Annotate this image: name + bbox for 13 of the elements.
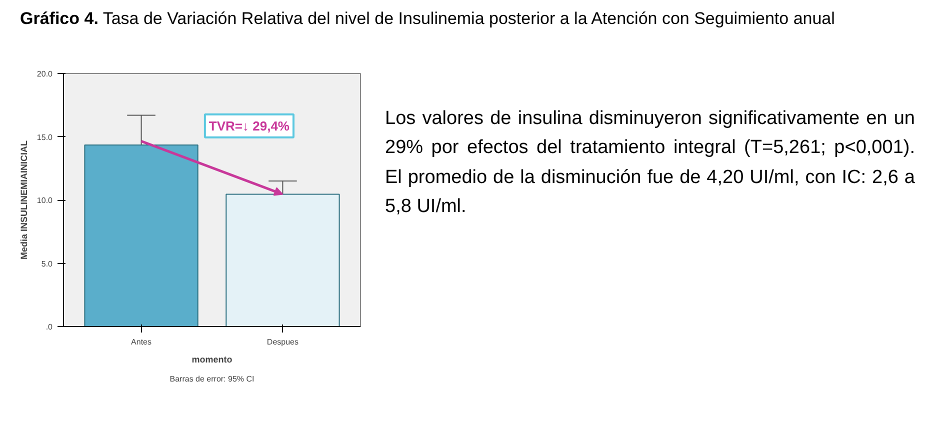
y-axis-title: Media INSULINEMIAINICIAL [18,140,29,260]
y-tick-label: .0 [46,322,54,332]
x-tick-label: Despues [266,338,299,346]
y-tick-label: 15.0 [36,132,54,142]
text: Barras de error: 95% CI [170,374,254,384]
x-axis-title: momento [192,354,233,364]
y-tick-label: 20.0 [36,70,54,78]
text: Los valores de insulina disminuyeron significativamente en un 29% por efectos del tratamiento integral (T=5,261; p<0,001). El promedio de la disminución fue de 4,20 UI/ml, con IC: 2,6 a 5,8 UI/ml. [385,107,915,220]
y-tick-label: 5.0 [41,259,54,268]
y-tick-label: 10.0 [36,196,54,205]
annotation: TVR=↓ 29,4% [208,118,290,134]
text: Gráfico 4. Tasa de Variación Relativa del nivel de Insulinemia posterior a la Atención con Seguimiento anual [20,8,835,30]
x-tick-label: Antes [131,338,152,346]
